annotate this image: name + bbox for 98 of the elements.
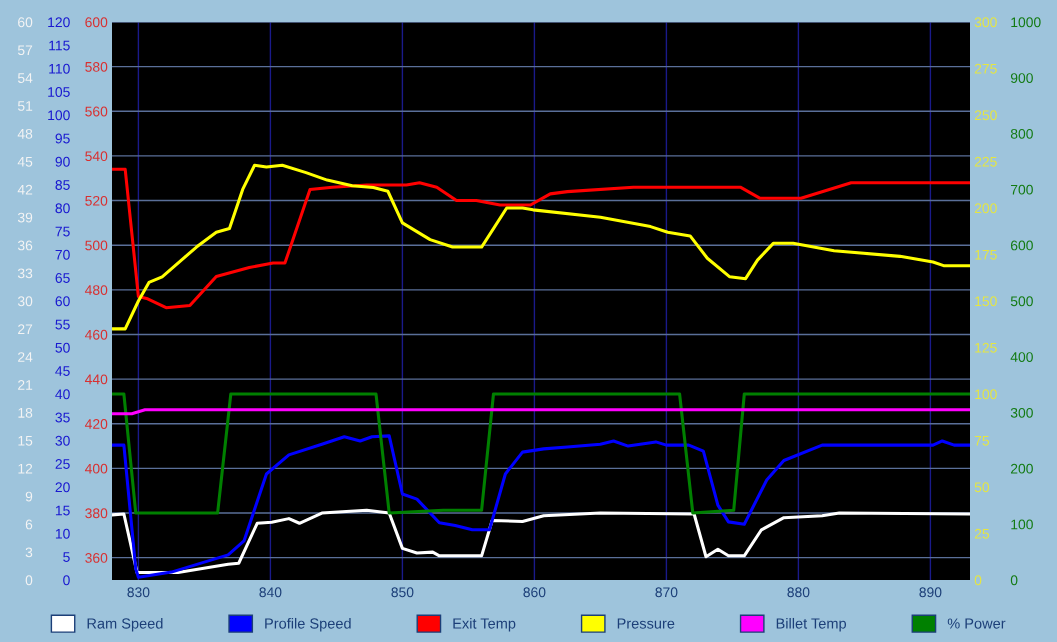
y2-tick-label: 40 <box>55 389 70 400</box>
y2-tick-label: 900 <box>1010 73 1033 83</box>
y2-tick-label: 200 <box>1010 463 1033 474</box>
y-tick-label: 30 <box>17 296 33 307</box>
y2-tick-label: 55 <box>55 319 70 330</box>
y3-tick-label: 360 <box>85 553 108 563</box>
y2-tick-label: 0 <box>63 575 70 586</box>
legend-label: % Power <box>947 618 1006 629</box>
y-tick-label: 100 <box>975 389 997 400</box>
y2-tick-label: 500 <box>1010 296 1033 307</box>
y2-tick-label: 10 <box>55 528 70 539</box>
legend-label: Exit Temp <box>453 617 516 632</box>
y2-tick-label: 75 <box>55 226 70 237</box>
y-tick-label: 50 <box>974 482 990 493</box>
legend-label: Billet Temp <box>776 617 847 632</box>
y3-tick-label: 520 <box>85 195 108 206</box>
y2-tick-label: 5 <box>63 552 70 562</box>
y-tick-label: 0 <box>25 575 33 586</box>
y-tick-label: 225 <box>974 156 997 167</box>
y2-tick-label: 65 <box>55 273 70 283</box>
y-tick-label: 42 <box>17 184 33 195</box>
x-tick-label: 840 <box>259 587 282 598</box>
y2-tick-label: 115 <box>49 40 70 51</box>
x-tick-label: 880 <box>787 587 810 598</box>
y3-tick-label: 580 <box>85 61 108 72</box>
y-tick-label: 48 <box>17 128 33 139</box>
y2-tick-label: 70 <box>55 249 70 260</box>
y2-tick-label: 20 <box>55 482 70 493</box>
y3-tick-label: 540 <box>85 151 108 162</box>
y3-tick-label: 500 <box>85 240 108 251</box>
y-tick-label: 33 <box>17 268 33 279</box>
y2-tick-label: 105 <box>48 87 70 97</box>
y2-tick-label: 100 <box>48 110 70 121</box>
y-tick-label: 125 <box>975 342 997 353</box>
y-tick-label: 60 <box>18 17 33 28</box>
y2-tick-label: 95 <box>55 133 70 144</box>
y-tick-label: 51 <box>17 101 33 111</box>
y2-tick-label: 50 <box>55 342 70 353</box>
y2-tick-label: 80 <box>55 203 70 214</box>
y-tick-label: 39 <box>17 212 33 223</box>
y2-tick-label: 85 <box>55 180 70 190</box>
y-tick-label: 6 <box>25 519 33 530</box>
legend-label: Ram Speed <box>87 617 163 632</box>
legend-label: Profile Speed <box>265 617 351 632</box>
y-tick-label: 54 <box>17 73 33 83</box>
y2-tick-label: 35 <box>55 412 70 423</box>
y-tick-label: 27 <box>18 324 33 334</box>
y2-tick-label: 45 <box>55 366 70 376</box>
line-series <box>112 434 970 579</box>
y-tick-label: 15 <box>18 435 33 446</box>
y-tick-label: 25 <box>974 528 990 539</box>
y-tick-label: 57 <box>17 45 33 56</box>
line-series <box>112 508 970 575</box>
x-tick-label: 870 <box>655 587 678 598</box>
y3-tick-label: 480 <box>84 285 108 296</box>
y-tick-label: 275 <box>974 63 997 74</box>
y2-tick-label: 120 <box>48 17 70 28</box>
y2-tick-label: 90 <box>55 156 70 167</box>
y2-tick-label: 0 <box>1010 575 1018 586</box>
y3-tick-label: 600 <box>85 17 108 28</box>
y3-tick-label: 420 <box>84 419 108 429</box>
y-tick-label: 36 <box>17 240 33 251</box>
y-tick-label: 150 <box>975 296 997 307</box>
y-tick-label: 21 <box>18 380 33 390</box>
legend-label: Pressure <box>617 618 675 629</box>
y2-tick-label: 300 <box>1010 407 1033 418</box>
y2-tick-label: 30 <box>55 435 70 446</box>
y3-tick-label: 560 <box>85 106 108 117</box>
y-tick-label: 75 <box>974 435 990 446</box>
x-tick-label: 890 <box>919 587 942 598</box>
y-tick-label: 3 <box>25 547 33 558</box>
y2-tick-label: 25 <box>55 459 70 469</box>
y3-tick-label: 460 <box>84 329 108 340</box>
y2-tick-label: 110 <box>49 63 70 74</box>
y-tick-label: 175 <box>975 249 997 260</box>
y2-tick-label: 1000 <box>1011 17 1041 28</box>
y-tick-label: 300 <box>974 17 997 28</box>
y2-tick-label: 600 <box>1010 240 1033 251</box>
y2-tick-label: 100 <box>1011 519 1033 530</box>
y2-tick-label: 400 <box>1010 352 1033 362</box>
y2-tick-label: 700 <box>1010 184 1033 195</box>
x-tick-label: 850 <box>391 587 414 598</box>
y-tick-label: 18 <box>18 407 33 418</box>
y2-tick-label: 15 <box>55 505 70 516</box>
x-tick-label: 830 <box>127 587 150 598</box>
x-tick-label: 860 <box>523 587 546 598</box>
y-tick-label: 0 <box>974 575 982 586</box>
y3-tick-label: 440 <box>84 374 108 385</box>
y-tick-label: 9 <box>25 491 33 502</box>
y3-tick-label: 400 <box>84 463 108 474</box>
y3-tick-label: 380 <box>85 508 108 519</box>
y-tick-label: 24 <box>18 352 33 362</box>
y2-tick-label: 60 <box>55 296 70 307</box>
y-tick-label: 200 <box>974 203 997 214</box>
y-tick-label: 12 <box>18 463 33 474</box>
y-tick-label: 45 <box>17 156 33 167</box>
y-tick-label: 250 <box>974 110 997 121</box>
y2-tick-label: 800 <box>1010 128 1033 139</box>
